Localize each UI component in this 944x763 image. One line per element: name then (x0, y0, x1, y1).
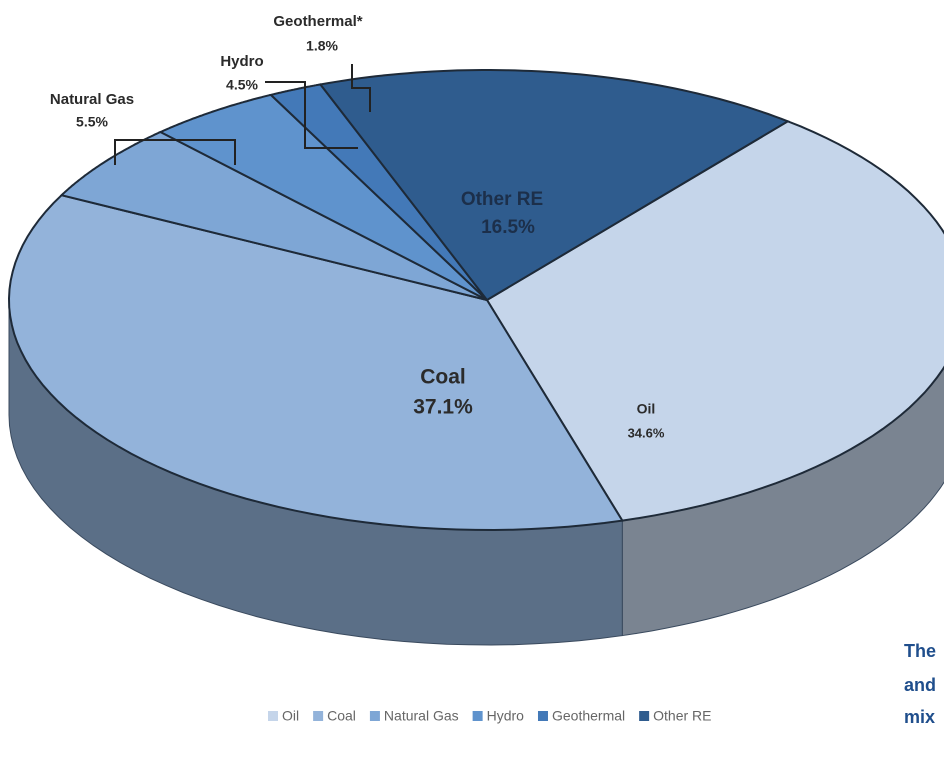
slice-label: Hydro (220, 53, 263, 70)
slice (268, 83, 488, 301)
slice (158, 93, 488, 301)
legend-swatch (369, 711, 380, 721)
pie (7, 69, 944, 646)
legend-swatch (268, 711, 278, 721)
legend: Oil Coal Natural Gas Hydro Geothermal Other R… (268, 708, 712, 724)
slice-value: 16.5% (481, 217, 535, 238)
legend-swatch (639, 711, 650, 721)
legend-swatch (472, 711, 483, 721)
slice-value: 34.6% (628, 425, 665, 440)
slice-label: Coal (420, 366, 466, 389)
slice-label: Geothermal* (273, 13, 362, 30)
slice (485, 120, 944, 522)
slice-value: 5.5% (76, 114, 108, 130)
legend-swatch (537, 711, 548, 721)
legend-label: Coal (327, 708, 356, 724)
slice-value: 37.1% (413, 396, 473, 419)
annotation: mix (904, 707, 935, 727)
slice-label: Natural Gas (50, 91, 134, 108)
legend-label: Geothermal (552, 708, 625, 724)
legend-swatch (313, 711, 324, 721)
slice-label: Other RE (461, 189, 543, 210)
annotation: The (904, 641, 936, 661)
slice (7, 194, 624, 532)
legend-label: Natural Gas (384, 708, 459, 724)
leader-line (114, 139, 236, 165)
slice-label: Oil (637, 401, 656, 417)
leader-line (265, 81, 358, 149)
slice (318, 69, 791, 302)
legend-label: Oil (282, 708, 299, 724)
legend-label: Hydro (487, 708, 525, 724)
leader-line (351, 64, 371, 112)
legend-label: Other RE (653, 708, 711, 724)
slice-value: 1.8% (306, 38, 338, 54)
annotation: and (904, 675, 936, 695)
slice-value: 4.5% (226, 77, 258, 93)
